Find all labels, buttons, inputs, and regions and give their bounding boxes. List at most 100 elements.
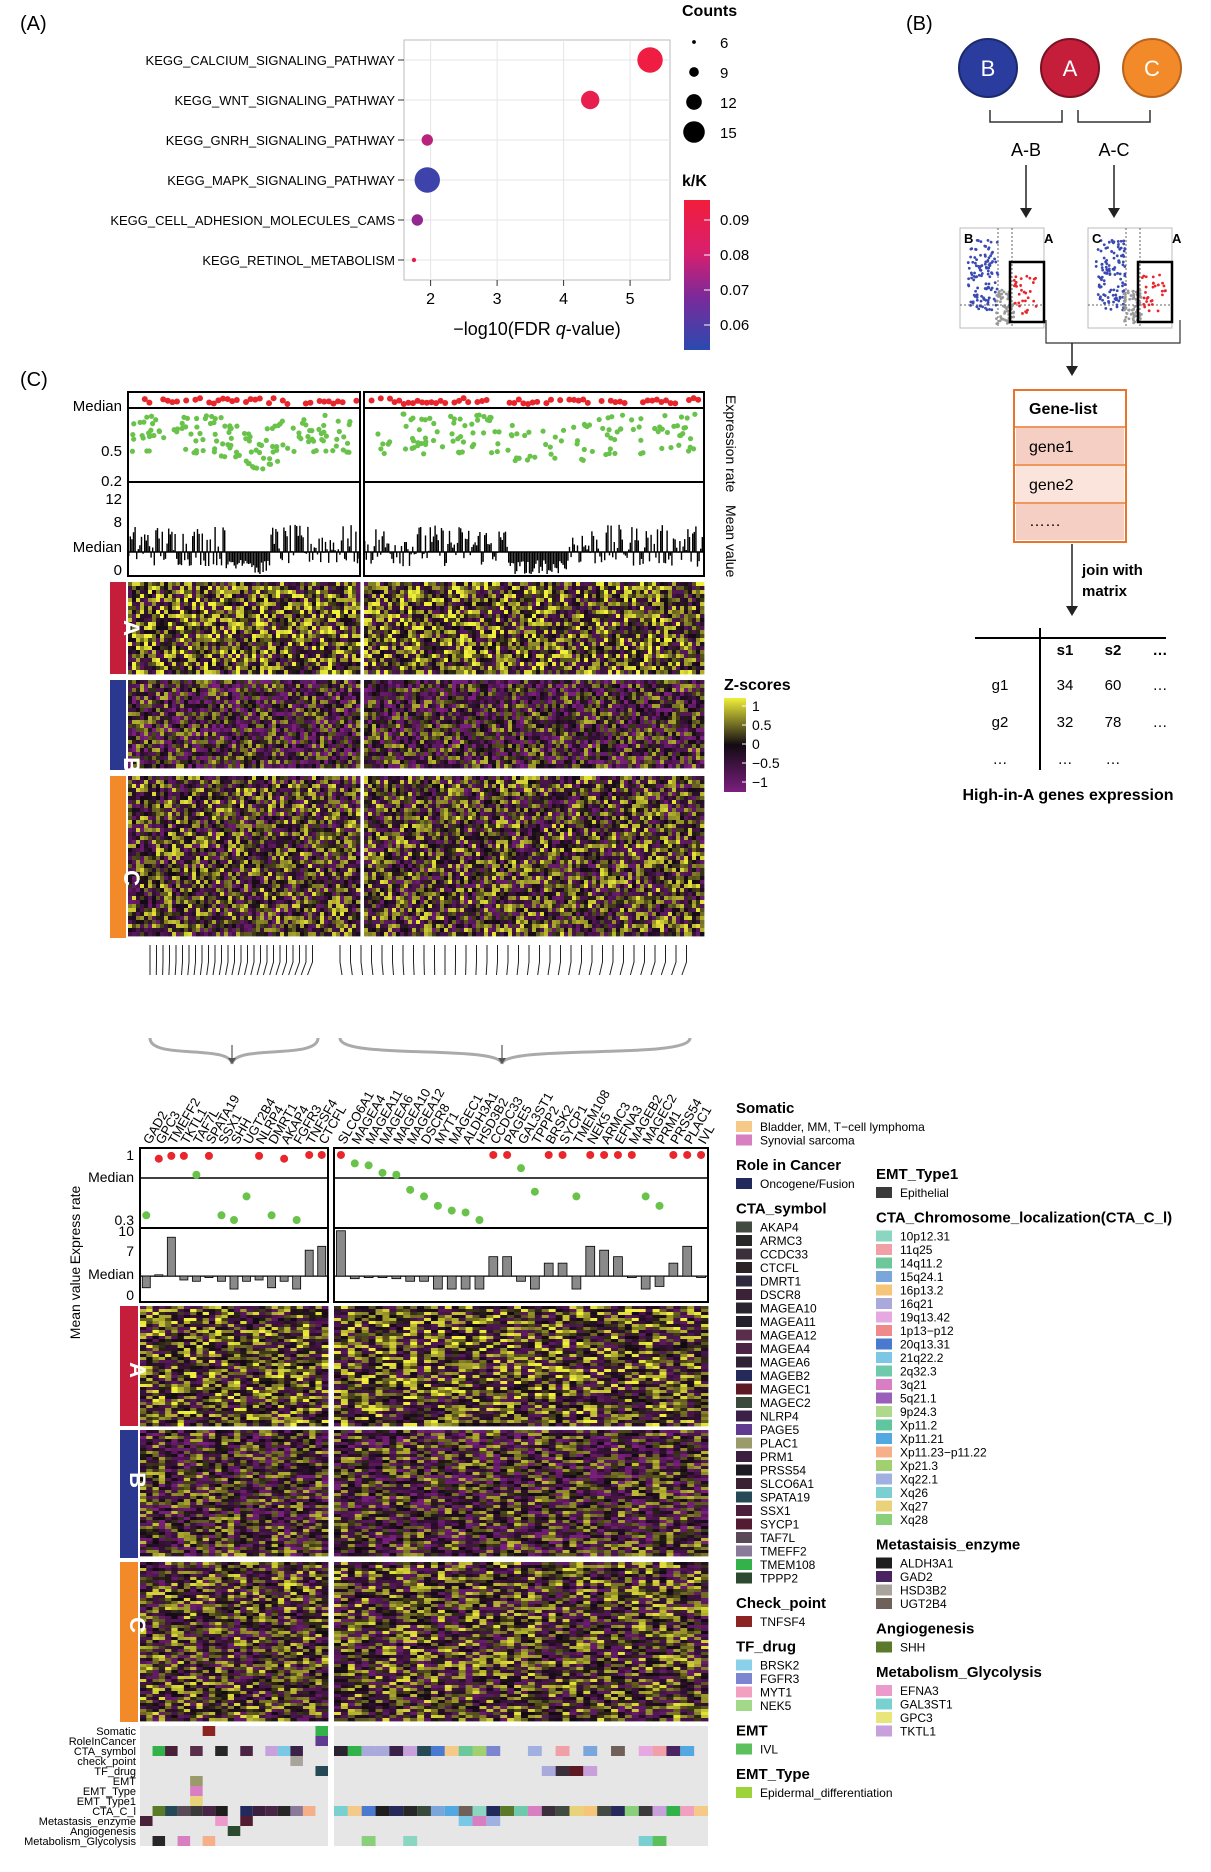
mean-bar (216, 552, 217, 565)
rate-point (532, 455, 537, 460)
heatmap-cell (312, 590, 316, 594)
rate-point-high (174, 399, 180, 405)
heatmap-cell (324, 594, 328, 598)
rate-point (423, 417, 428, 422)
heatmap-cell (292, 602, 296, 606)
rate-point (140, 433, 145, 438)
volcano-point (975, 275, 978, 278)
volcano-point (1034, 277, 1037, 280)
volcano-point (1024, 292, 1027, 295)
heatmap-cell (228, 602, 232, 606)
x-tick-label: 3 (493, 291, 502, 308)
heatmap-cell (232, 602, 236, 606)
volcano-point (979, 254, 982, 257)
mean-bar (606, 533, 607, 552)
heatmap-cell (244, 594, 248, 598)
rate-point (194, 416, 199, 421)
volcano-point (1118, 261, 1121, 264)
heatmap-cell (140, 590, 144, 594)
mean-bar (149, 546, 150, 552)
heatmap-cell (192, 590, 196, 594)
mean-bar (639, 552, 640, 565)
heatmap-cell (264, 586, 268, 590)
size-legend-label: 12 (720, 95, 737, 112)
volcano-point (1006, 322, 1009, 325)
mean-bar (417, 534, 418, 552)
heatmap-cell (352, 598, 356, 602)
heatmap-cell (236, 590, 240, 594)
mean-bar (194, 532, 195, 552)
mean-bar (556, 552, 557, 568)
mean-bar (355, 532, 356, 552)
heatmap-cell (252, 602, 256, 606)
heatmap-cell (308, 598, 312, 602)
heatmap-cell (148, 610, 152, 614)
rate-point-high (183, 398, 189, 404)
heatmap-cell (320, 586, 324, 590)
mean-bar (482, 552, 483, 562)
rate-point (469, 422, 474, 427)
volcano-point (1157, 310, 1160, 313)
mean-bar (256, 552, 257, 568)
heatmap-cell (160, 606, 164, 610)
volcano-point (1115, 298, 1118, 301)
heatmap-cell (188, 590, 192, 594)
rate-point (386, 442, 391, 447)
heatmap-cell (336, 582, 340, 586)
volcano-point (1123, 309, 1126, 312)
heatmap-cell (312, 594, 316, 598)
heatmap-cell (220, 582, 224, 586)
matrix-header-cell: … (1153, 642, 1168, 659)
volcano-point (988, 275, 991, 278)
mean-bar (286, 536, 287, 552)
heatmap-cell (196, 586, 200, 590)
heatmap-cell (248, 590, 252, 594)
rate-point (543, 442, 548, 447)
mean-bar (130, 536, 131, 552)
mean-bar (214, 527, 215, 552)
heatmap-cell (288, 606, 292, 610)
mean-bar (551, 552, 552, 572)
rate-point (197, 431, 202, 436)
rate-point (676, 443, 681, 448)
mean-bar (158, 539, 159, 552)
volcano-point (999, 300, 1002, 303)
volcano-point (996, 273, 999, 276)
mean-bar (662, 525, 663, 552)
volcano-point (1121, 281, 1124, 284)
gene-list-title: Gene-list (1029, 401, 1098, 418)
rate-point (324, 434, 329, 439)
rate-point (218, 415, 223, 420)
volcano-point (988, 256, 991, 259)
heatmap-cell (328, 586, 332, 590)
mean-bar (498, 532, 499, 552)
heatmap-cell (216, 590, 220, 594)
mean-bar (527, 552, 528, 562)
mean-bar (197, 529, 198, 552)
mean-bar (243, 552, 244, 564)
heatmap-cell (264, 602, 268, 606)
mean-bar (208, 552, 209, 566)
volcano-point (1106, 271, 1109, 274)
heatmap-cell (260, 602, 264, 606)
heatmap-cell (336, 606, 340, 610)
mean-bar (144, 534, 145, 552)
heatmap-cell (324, 582, 328, 586)
mean-bar (182, 534, 183, 552)
rate-point (347, 422, 352, 427)
volcano-point (973, 272, 976, 275)
mean-bar (375, 529, 376, 552)
rate-point (460, 449, 465, 454)
heatmap-cell (140, 606, 144, 610)
rate-point (400, 411, 405, 416)
mean-bar (439, 552, 440, 556)
mean-bar (306, 552, 307, 554)
heatmap-cell (228, 586, 232, 590)
volcano-point (1139, 317, 1142, 320)
bracket-a-b (990, 110, 1062, 122)
heatmap-cell (244, 590, 248, 594)
rate-point (423, 435, 428, 440)
mean-bar (596, 540, 597, 552)
heatmap-cell (160, 586, 164, 590)
x-tick-label: 2 (426, 291, 435, 308)
